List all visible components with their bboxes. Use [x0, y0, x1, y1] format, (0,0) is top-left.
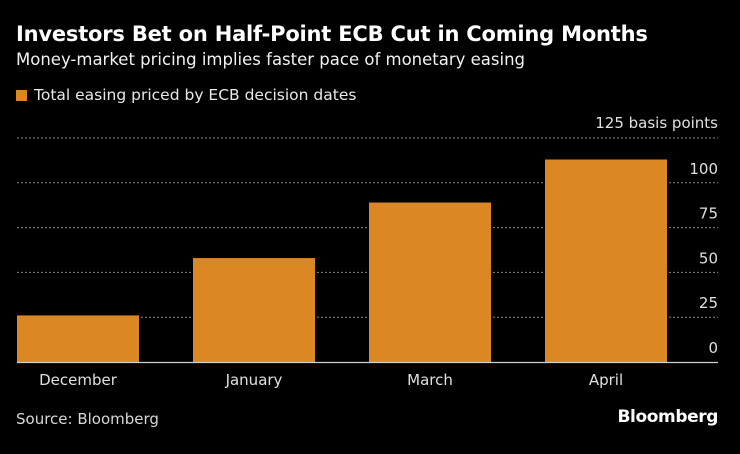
- y-tick-label: 0: [708, 339, 718, 357]
- x-tick-label: December: [39, 371, 118, 389]
- bar-march: [369, 202, 491, 362]
- y-tick-label: 25: [699, 294, 718, 312]
- bar-december: [17, 315, 139, 362]
- bloomberg-logo: Bloomberg: [617, 407, 718, 427]
- y-tick-label: 75: [699, 205, 718, 223]
- x-tick-label: March: [407, 371, 453, 389]
- bar-january: [193, 258, 315, 362]
- legend: Total easing priced by ECB decision date…: [16, 86, 356, 104]
- chart-title: Investors Bet on Half-Point ECB Cut in C…: [16, 22, 648, 46]
- y-tick-label: 100: [689, 160, 718, 178]
- legend-label: Total easing priced by ECB decision date…: [34, 86, 357, 104]
- legend-swatch: [16, 89, 27, 101]
- x-tick-label: January: [225, 371, 283, 389]
- source-note: Source: Bloomberg: [16, 410, 159, 428]
- y-tick-label: 125 basis points: [595, 114, 718, 132]
- bar-april: [545, 159, 667, 362]
- chart-subtitle: Money-market pricing implies faster pace…: [16, 50, 526, 69]
- y-tick-label: 50: [699, 249, 718, 267]
- x-tick-label: April: [589, 371, 623, 389]
